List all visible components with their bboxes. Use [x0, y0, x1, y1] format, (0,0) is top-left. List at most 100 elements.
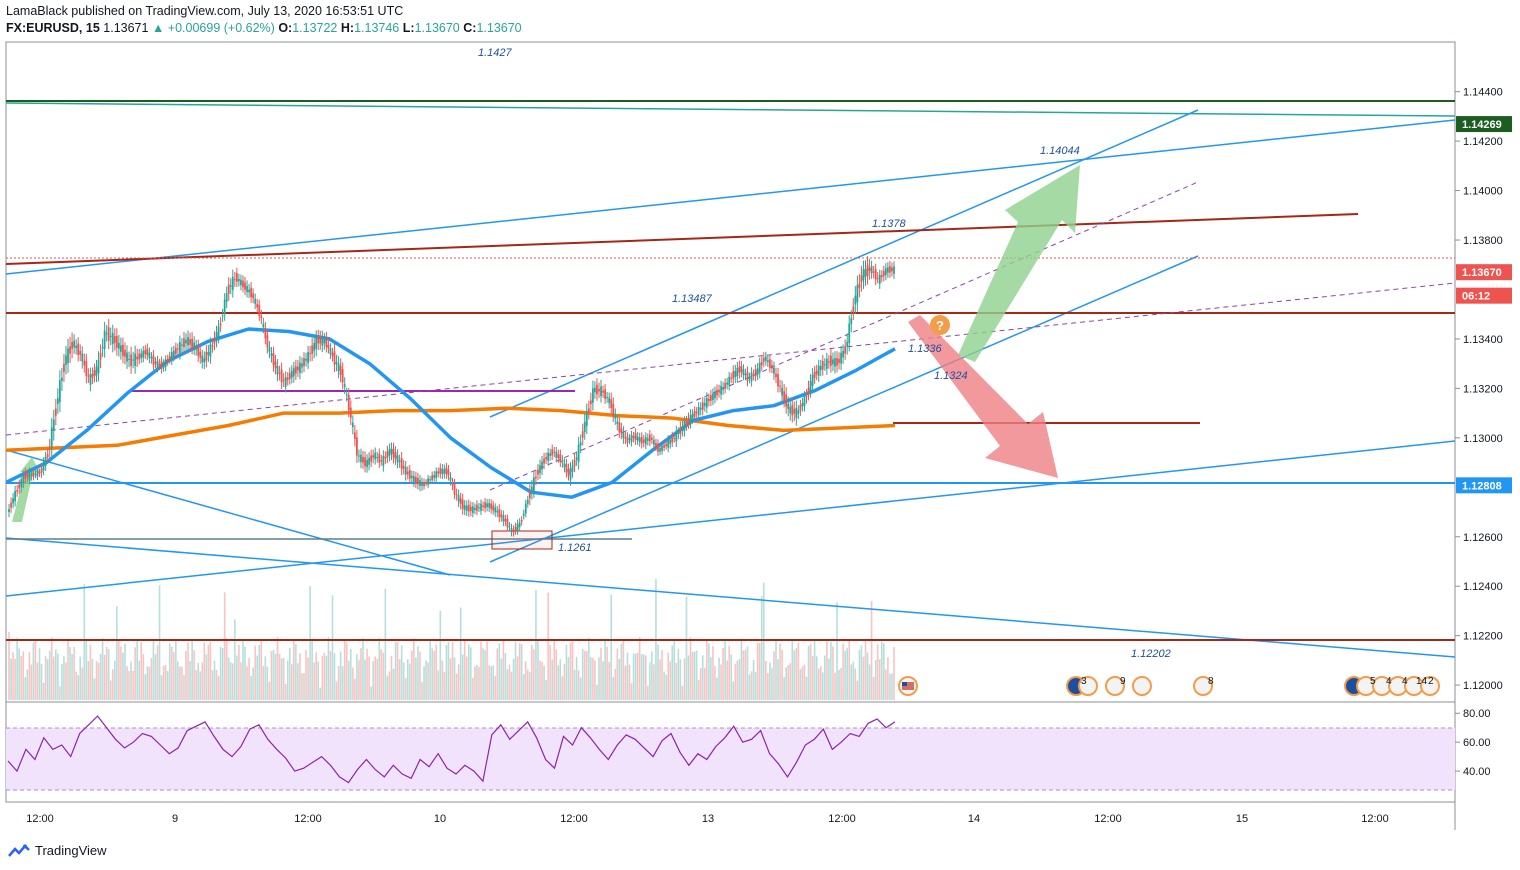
candle-body [882, 270, 885, 277]
volume-bar [490, 666, 492, 700]
rsi-line [7, 715, 896, 784]
volume-bar [173, 651, 175, 700]
candle-body [252, 293, 255, 299]
volume-bar [494, 675, 497, 700]
candle-body [221, 315, 224, 317]
candle-body [777, 373, 779, 387]
svg-text:14: 14 [1416, 676, 1428, 687]
volume-bar [758, 643, 761, 700]
rsi-tick-label: 60.00 [1463, 737, 1491, 749]
candle-body [803, 396, 806, 407]
volume-bar [258, 644, 261, 700]
volume-bar [152, 639, 155, 700]
volume-bar [270, 651, 273, 700]
volume-bar [388, 671, 391, 700]
candle-body [63, 363, 65, 372]
volume-bar [244, 646, 246, 700]
candle-body [728, 376, 731, 386]
candle-body [760, 361, 763, 366]
volume-bar [309, 585, 311, 700]
volume-bar [225, 638, 228, 700]
candle-body [225, 293, 228, 302]
candle-body [433, 474, 436, 478]
volume-bar [118, 640, 120, 700]
candle-body [185, 339, 187, 344]
volume-bar [840, 668, 842, 700]
volume-bar [535, 589, 537, 700]
candle-body [622, 431, 625, 439]
candle-body [42, 462, 45, 471]
candle-body [156, 360, 159, 368]
volume-bar [791, 640, 794, 700]
candle-body [284, 377, 287, 387]
volume-bar [183, 675, 185, 700]
candle-body [309, 353, 312, 355]
volume-bar [649, 662, 651, 700]
candle-body [579, 442, 582, 446]
price-tick-label: 1.13400 [1463, 334, 1503, 346]
volume-bar [250, 676, 252, 700]
tradingview-logo[interactable]: TradingView [8, 843, 107, 858]
candle-body [722, 387, 724, 390]
volume-bar [24, 677, 27, 700]
volume-bar [423, 666, 425, 700]
volume-bar [691, 651, 694, 700]
volume-bar [229, 662, 232, 700]
candle-body [132, 359, 135, 361]
candle-body [797, 410, 800, 414]
volume-bar [551, 659, 554, 700]
volume-bar [577, 670, 580, 700]
candle-body [113, 336, 116, 343]
candle-body [183, 338, 185, 348]
candle-body [406, 471, 409, 475]
candle-body [445, 467, 448, 475]
candle-body [785, 394, 788, 407]
volume-bar [752, 659, 755, 700]
volume-bar [571, 641, 574, 700]
volume-bar [677, 648, 680, 700]
symbol-ohlc-bar: FX:EURUSD, 15 1.13671 ▲ +0.00699 (+0.62%… [6, 21, 522, 35]
symbol-label[interactable]: FX:EURUSD, 15 [6, 21, 100, 35]
candle-body [120, 345, 122, 352]
candle-body [276, 366, 279, 375]
price-tag [1456, 116, 1512, 133]
candle-body [146, 348, 149, 356]
candle-body [339, 365, 342, 375]
candle-body [286, 377, 289, 380]
candle-body [773, 367, 775, 374]
candle-body [290, 370, 293, 378]
svg-text:?: ? [936, 318, 944, 333]
candle-body [707, 398, 710, 402]
candle-body [738, 366, 741, 373]
volume-bar [370, 686, 372, 700]
volume-bar [59, 686, 61, 700]
candle-body [551, 449, 554, 456]
volume-bar [345, 642, 348, 700]
candle-body [471, 506, 474, 513]
candle-body [288, 373, 291, 380]
candle-body [321, 337, 324, 346]
volume-bar [417, 646, 419, 700]
volume-bar [740, 638, 743, 700]
candle-body [671, 436, 674, 443]
candle-body [414, 476, 417, 483]
candle-body [862, 269, 865, 281]
volume-bar [380, 649, 383, 700]
open-value: 1.13722 [292, 21, 338, 35]
candle-body [8, 509, 10, 513]
candle-body [117, 342, 120, 349]
candle-body [689, 414, 692, 423]
us-flag-icon [1420, 676, 1440, 696]
volume-bar [286, 660, 289, 700]
volume-bar [878, 659, 881, 700]
volume-bar [689, 637, 692, 700]
volume-bar [240, 662, 242, 700]
volume-bar [785, 667, 787, 700]
candle-body [701, 402, 704, 410]
volume-bar [663, 671, 665, 700]
candle-body [292, 368, 295, 377]
volume-bar [767, 673, 769, 700]
open-label: O: [278, 21, 293, 35]
candle-body [12, 498, 14, 504]
